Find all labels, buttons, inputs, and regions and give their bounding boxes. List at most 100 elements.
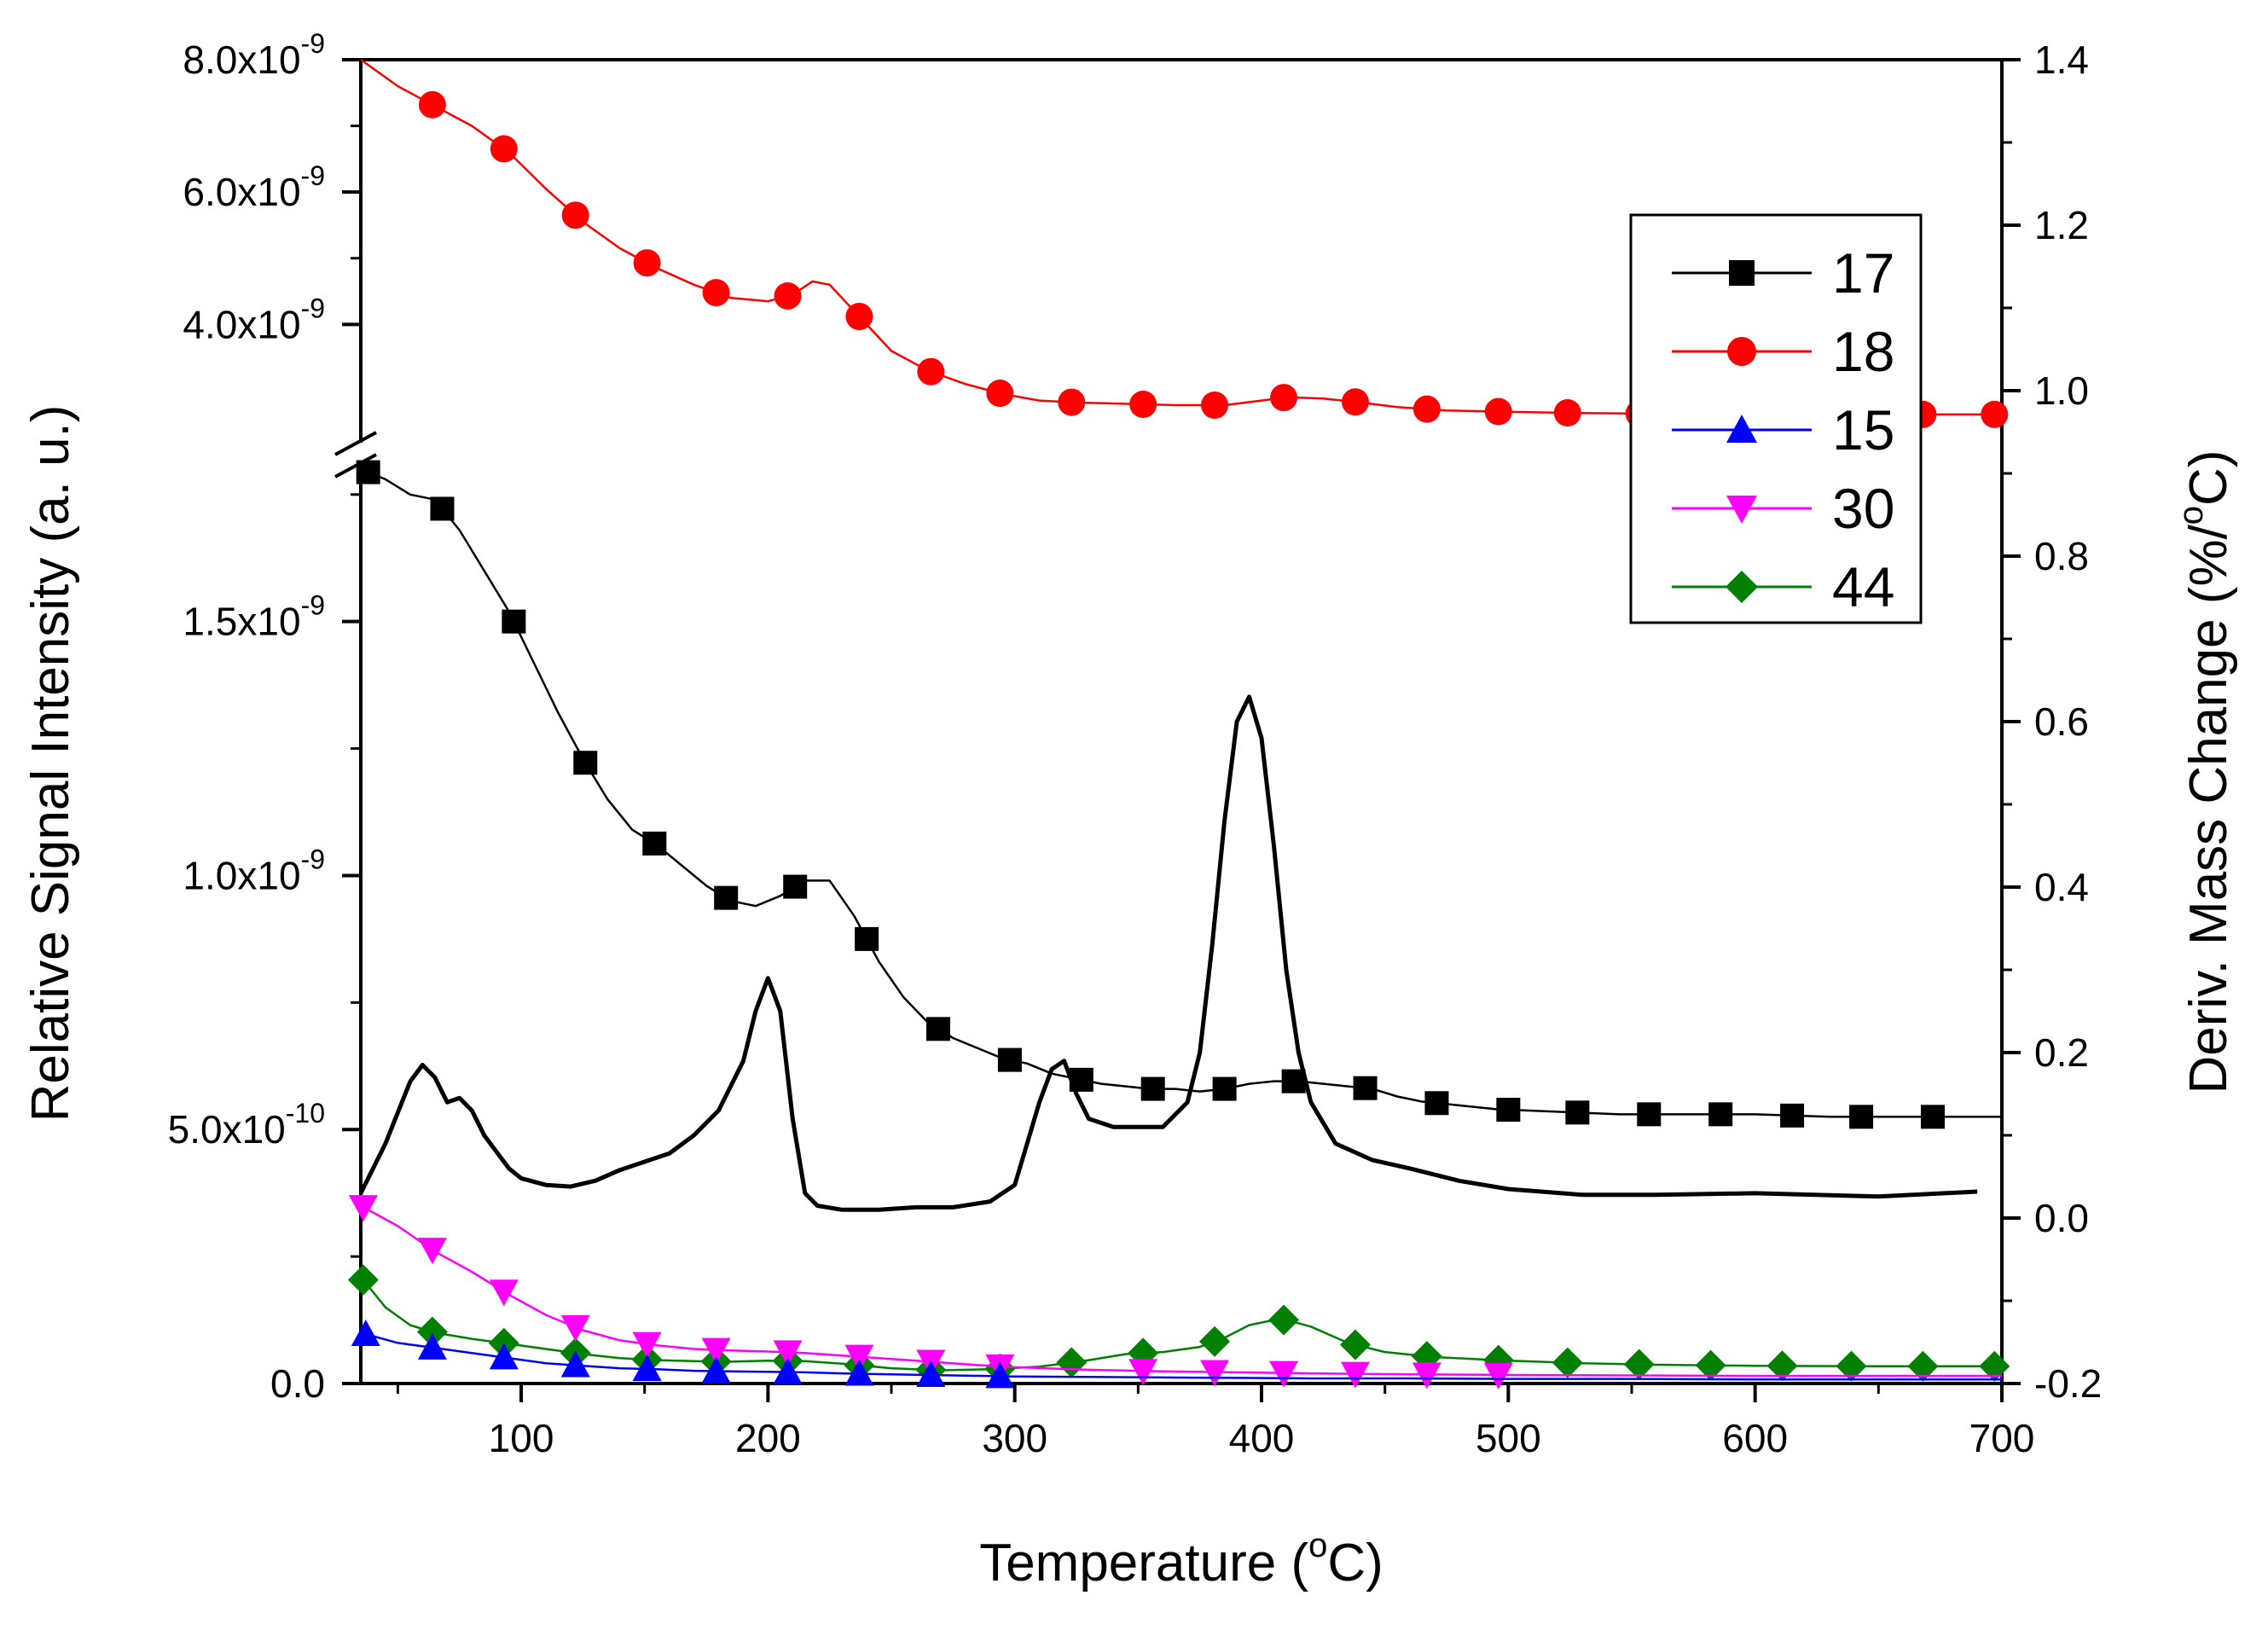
marker-44 (1268, 1304, 1300, 1336)
legend-item-17: 17 (1672, 241, 1894, 305)
marker-30 (701, 1337, 731, 1365)
marker-17 (1212, 1076, 1237, 1101)
tick-layer: 100 200 300 400 500 600 700 0.0 5.0x10-10 1.0x10-… (168, 28, 2103, 1460)
marker-18 (1270, 384, 1298, 412)
marker-15 (985, 1361, 1015, 1389)
y2-tick-label: 0.0 (2034, 1196, 2089, 1240)
marker-30 (1269, 1360, 1299, 1388)
series-30 (348, 1195, 2002, 1389)
series-layer (347, 58, 2010, 1389)
y2-tick-label: 0.4 (2034, 865, 2089, 909)
marker-18 (561, 201, 589, 229)
marker-30 (417, 1238, 447, 1265)
legend-label-30: 30 (1832, 477, 1894, 540)
marker-18 (1058, 388, 1086, 416)
x-axis-title-degree: o (1308, 1527, 1327, 1564)
marker-18 (1129, 390, 1157, 418)
marker-44 (1339, 1329, 1371, 1360)
series-line-44 (360, 1276, 2002, 1372)
marker-17 (714, 885, 739, 910)
marker-30 (1128, 1359, 1158, 1386)
marker-30 (1412, 1362, 1441, 1389)
marker-15 (417, 1332, 447, 1360)
marker-44 (1907, 1350, 1939, 1382)
marker-17 (783, 874, 808, 899)
marker-17 (855, 926, 879, 951)
legend-item-44: 44 (1672, 555, 1894, 618)
marker-44 (1623, 1349, 1655, 1380)
legend-item-18: 18 (1672, 320, 1894, 383)
marker-15 (916, 1360, 946, 1388)
marker-15 (632, 1355, 662, 1382)
marker-18 (1553, 399, 1581, 426)
legend-item-15: 15 (1672, 398, 1894, 461)
marker-30 (1483, 1362, 1513, 1389)
marker-44 (416, 1316, 448, 1348)
y2-axis-title: Deriv. Mass Change (%/oC) (2172, 450, 2238, 1094)
marker-30 (773, 1340, 803, 1367)
series-17 (356, 460, 2002, 1129)
y-tick-label: 1.5x10-9 (183, 590, 325, 644)
axis-break-mark (334, 431, 377, 456)
y-tick-label: 5.0x10-10 (168, 1098, 325, 1152)
marker-17 (356, 460, 380, 484)
x-axis-title: Temperature (oC) (979, 1527, 1383, 1592)
series-DTG (358, 694, 1978, 1212)
marker-15 (701, 1356, 731, 1384)
legend-label-15: 15 (1832, 398, 1894, 461)
marker-44 (1199, 1326, 1231, 1357)
legend-label-17: 17 (1832, 241, 1894, 305)
marker-18 (490, 135, 518, 163)
legend-marker (1729, 260, 1755, 286)
marker-44 (1766, 1350, 1798, 1382)
marker-17 (1353, 1076, 1378, 1100)
y-tick-label: 8.0x10-9 (183, 28, 325, 82)
y-tick-label: 0.0 (270, 1361, 325, 1406)
dtg-curve (358, 694, 1978, 1212)
marker-17 (997, 1047, 1022, 1072)
y2-axis-title-degree: o (2172, 506, 2210, 525)
y2-tick-label: 1.0 (2034, 368, 2089, 413)
marker-44 (1836, 1350, 1867, 1382)
x-tick-label: 400 (1229, 1416, 1295, 1460)
legend-marker (1727, 337, 1756, 366)
marker-18 (1484, 397, 1512, 426)
marker-18 (418, 90, 446, 119)
x-tick-label: 300 (982, 1416, 1047, 1460)
marker-17 (1069, 1067, 1093, 1092)
marker-17 (1780, 1103, 1805, 1128)
y-tick-label: 6.0x10-9 (183, 160, 325, 214)
marker-17 (502, 609, 526, 634)
marker-18 (633, 249, 661, 277)
marker-17 (1708, 1102, 1733, 1127)
marker-18 (702, 279, 730, 307)
legend-label-44: 44 (1832, 555, 1894, 618)
marker-30 (632, 1331, 662, 1359)
marker-17 (1637, 1102, 1662, 1127)
marker-44 (1056, 1347, 1088, 1378)
marker-17 (1424, 1091, 1449, 1116)
marker-18 (845, 303, 873, 331)
marker-18 (917, 357, 945, 386)
marker-30 (844, 1344, 874, 1372)
marker-17 (573, 751, 598, 775)
legend-marker (1726, 496, 1757, 524)
y2-tick-label: 0.2 (2034, 1030, 2089, 1075)
y2-tick-label: -0.2 (2034, 1361, 2102, 1406)
marker-44 (1552, 1347, 1583, 1378)
marker-30 (1340, 1361, 1370, 1389)
series-15 (351, 1320, 2002, 1389)
y2-tick-label: 1.2 (2034, 203, 2089, 247)
series-line-15 (360, 1331, 2002, 1381)
x-tick-label: 700 (1969, 1416, 2035, 1460)
marker-17 (1281, 1069, 1306, 1094)
marker-17 (642, 831, 667, 856)
marker-18 (1201, 392, 1229, 419)
marker-17 (1565, 1100, 1590, 1125)
marker-15 (489, 1343, 519, 1370)
marker-15 (773, 1357, 803, 1384)
marker-17 (1496, 1097, 1521, 1122)
y-tick-label: 4.0x10-9 (183, 293, 325, 346)
x-tick-label: 600 (1722, 1416, 1788, 1460)
